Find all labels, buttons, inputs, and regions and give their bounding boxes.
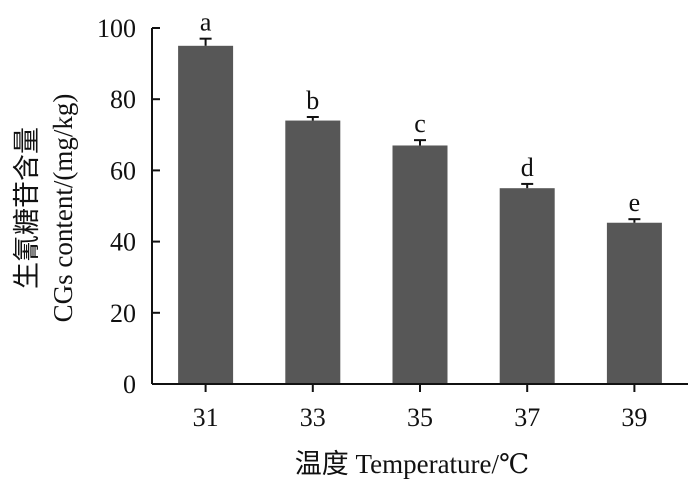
bars-group: a b c d e [178,8,662,385]
y-tick-label: 40 [110,228,136,257]
significance-label-33: b [306,86,319,115]
y-tick-label: 0 [123,370,136,399]
significance-label-31: a [200,8,212,37]
y-axis-ticks: 0 20 40 60 80 100 [97,14,160,399]
x-tick-label-35: 35 [407,403,433,432]
x-axis-ticks: 31 33 35 37 39 [193,384,647,432]
bar-33 [285,120,341,384]
x-tick-label-37: 37 [514,403,540,432]
y-tick-label: 60 [110,156,136,185]
y-tick-label: 20 [110,299,136,328]
y-axis-title-cn: 生氰糖苷含量 [12,127,42,289]
significance-label-39: e [629,188,641,217]
x-tick-label-33: 33 [300,403,326,432]
significance-label-37: d [521,153,534,182]
bar-37 [499,188,555,384]
x-tick-label-39: 39 [621,403,647,432]
y-axis-title-en: CGs content/(mg/kg) [48,94,78,323]
bar-39 [606,222,662,384]
y-tick-label: 80 [110,85,136,114]
y-axis-title: 生氰糖苷含量 CGs content/(mg/kg) [12,94,78,323]
x-tick-label-31: 31 [193,403,219,432]
bar-31 [178,45,234,385]
bar-35 [392,145,448,384]
y-tick-label: 100 [97,14,136,43]
significance-label-35: c [414,109,426,138]
x-axis-title: 温度 Temperature/℃ [295,449,529,479]
